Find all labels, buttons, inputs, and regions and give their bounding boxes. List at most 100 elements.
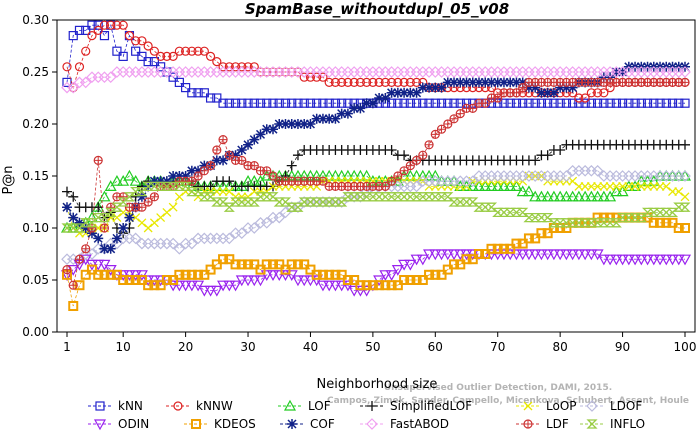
data-point [374, 77, 384, 88]
data-point [330, 269, 341, 280]
x-tick-label: 70 [490, 340, 505, 354]
data-point [380, 77, 390, 88]
data-point [518, 98, 528, 108]
data-point [661, 98, 671, 108]
data-point [93, 155, 103, 165]
data-point [349, 275, 360, 285]
data-point [124, 212, 135, 223]
data-point [368, 77, 378, 88]
data-point [299, 259, 310, 270]
data-point [173, 280, 186, 292]
data-point [386, 145, 397, 155]
data-point [480, 77, 491, 88]
data-point [106, 20, 116, 30]
data-point [217, 197, 229, 207]
data-point [80, 269, 91, 280]
data-point [360, 285, 373, 297]
data-point [423, 249, 436, 261]
data-point [647, 254, 660, 266]
data-point [479, 180, 492, 191]
data-point [174, 192, 184, 202]
data-point [405, 77, 415, 88]
data-point [291, 275, 304, 287]
data-point [399, 87, 410, 98]
data-point [579, 190, 592, 202]
data-point [237, 98, 247, 108]
data-point [335, 169, 348, 181]
data-point [336, 197, 348, 207]
data-point [129, 232, 142, 245]
data-point [504, 249, 517, 261]
data-point [162, 207, 172, 217]
data-point [536, 87, 547, 98]
legend-label: kNN [118, 399, 143, 413]
data-point [410, 254, 423, 266]
data-point [255, 98, 266, 108]
data-point [187, 88, 197, 98]
legend-item-fastabod: FastABOD [360, 417, 449, 431]
data-point [424, 82, 435, 93]
axes: 1 10 20 30 40 50 60 70 80 90 100 0.00 0.05 0.10 0.15 0.… [22, 13, 696, 354]
data-point [386, 280, 397, 291]
data-point [449, 77, 460, 88]
data-point [292, 259, 303, 270]
data-point [174, 171, 185, 181]
data-point [156, 62, 166, 72]
data-point [593, 88, 603, 98]
y-tick-label: 0.20 [22, 117, 49, 131]
data-point [168, 202, 178, 212]
data-point [497, 180, 510, 191]
data-point [529, 249, 542, 261]
data-point [543, 98, 553, 108]
data-point [474, 77, 484, 88]
data-point [391, 265, 404, 276]
data-point [105, 269, 116, 280]
data-point [568, 176, 578, 186]
data-point [174, 269, 185, 280]
data-point [299, 72, 309, 82]
legend-label: FastABOD [390, 417, 449, 431]
data-point [480, 249, 491, 259]
data-point [349, 103, 360, 114]
data-point [405, 275, 416, 285]
legend-item-inflo: INFLO [580, 417, 645, 431]
data-point [387, 98, 397, 108]
data-point [230, 150, 241, 161]
data-point [186, 165, 197, 176]
data-point [249, 62, 259, 72]
data-point [124, 275, 135, 285]
data-point [472, 180, 486, 191]
data-point [324, 113, 335, 124]
data-point [474, 249, 484, 259]
data-point [235, 275, 248, 287]
data-point [112, 213, 122, 223]
y-tick-label: 0.25 [22, 65, 49, 79]
data-point [279, 197, 292, 207]
data-point [205, 93, 216, 103]
x-tick-label: 50 [365, 340, 380, 354]
data-point [517, 77, 528, 88]
data-point [448, 249, 461, 261]
series-layer [60, 20, 692, 311]
data-point [99, 223, 110, 233]
data-point [143, 280, 154, 291]
data-point [555, 145, 566, 155]
data-point [179, 280, 192, 292]
data-point [604, 254, 617, 266]
data-point [485, 202, 498, 212]
data-point [187, 176, 197, 186]
data-point [205, 192, 217, 202]
data-point [436, 269, 447, 280]
data-point [80, 223, 91, 233]
y-tick-label: 0.10 [22, 221, 49, 235]
data-point [156, 51, 166, 62]
data-point [661, 217, 672, 228]
data-point [485, 180, 498, 191]
data-point [329, 169, 342, 181]
data-point [305, 119, 316, 129]
data-point [212, 145, 222, 155]
data-point [529, 190, 542, 202]
data-point [680, 192, 690, 202]
data-point [287, 419, 297, 429]
data-point [324, 98, 334, 108]
